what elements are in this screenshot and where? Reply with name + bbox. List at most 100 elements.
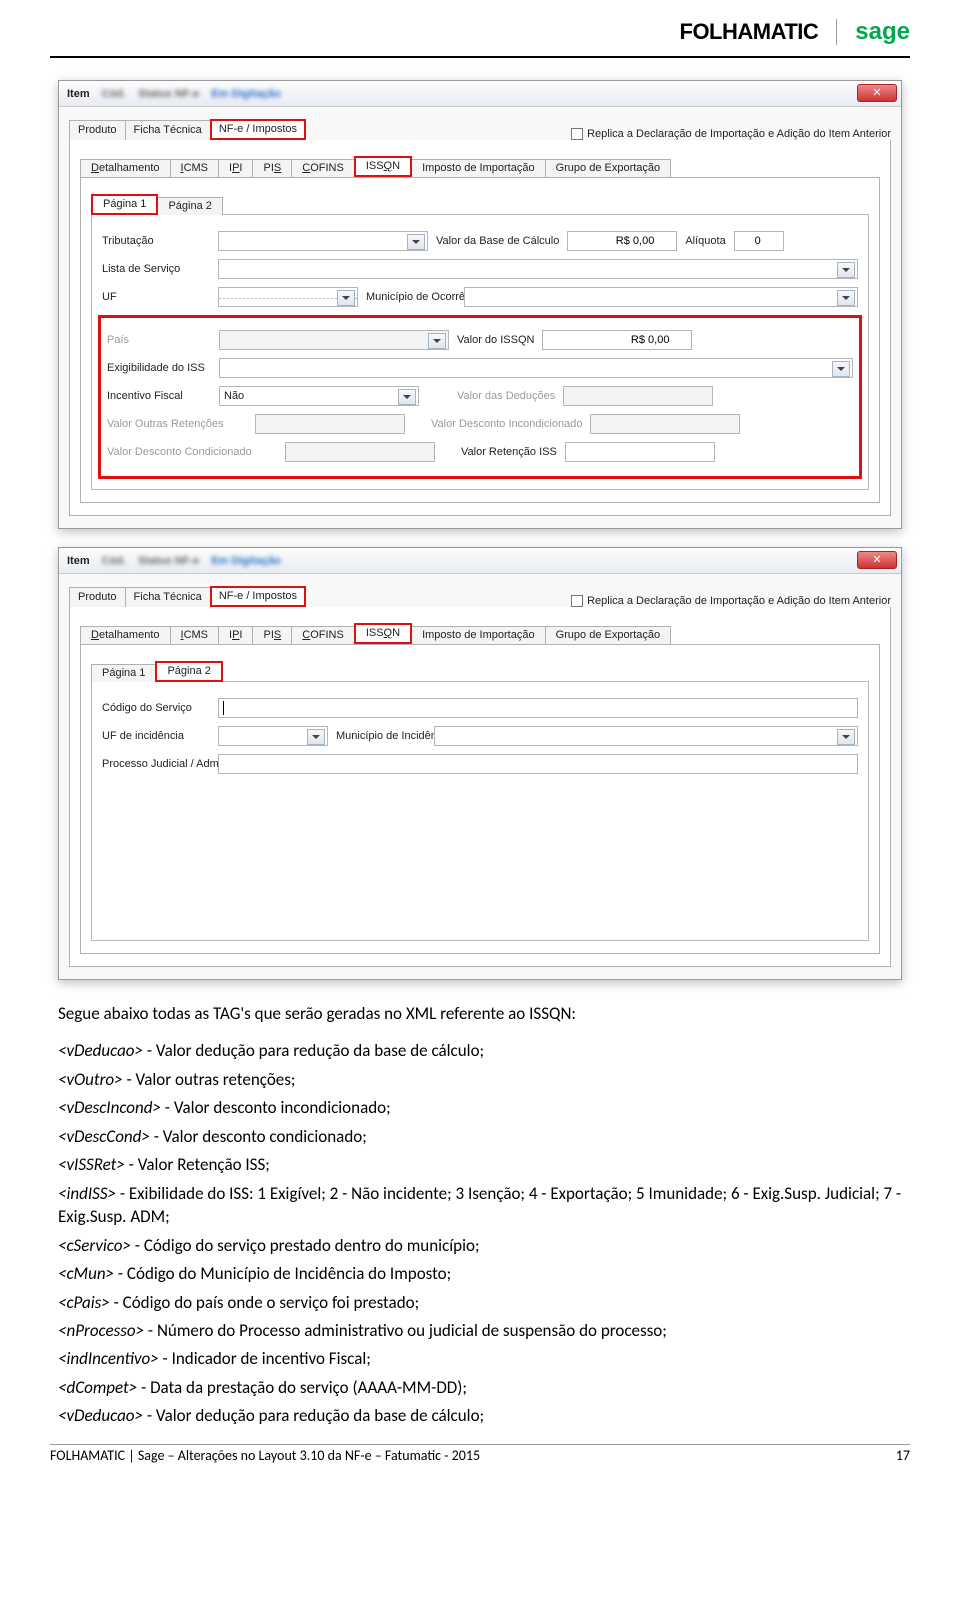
xml-tag-name: <dCompet> <box>58 1377 137 1398</box>
main-tabstrip: Produto Ficha Técnica NF-e / Impostos Re… <box>69 582 891 607</box>
xml-tag-name: <vDeducao> <box>58 1040 143 1061</box>
page-footer: FOLHAMATIC | Sage – Alterações no Layout… <box>50 1447 910 1464</box>
input-valor-outras-retencoes[interactable] <box>255 414 405 434</box>
lbl-aliquota: Alíquota <box>685 235 725 247</box>
tab-ficha-tecnica[interactable]: Ficha Técnica <box>125 587 211 607</box>
xml-tag-desc: - Código do país onde o serviço foi pres… <box>110 1292 419 1313</box>
combo-uf[interactable] <box>218 287 358 307</box>
combo-pais[interactable] <box>219 330 449 350</box>
tab-issqn[interactable]: ISSQN <box>354 156 412 177</box>
input-aliquota[interactable] <box>734 231 784 251</box>
tab-ipi[interactable]: IPI <box>218 626 253 644</box>
replica-checkbox[interactable]: Replica a Declaração de Importação e Adi… <box>571 595 891 607</box>
tab-detalhamento[interactable]: Detalhamento <box>80 626 171 644</box>
lbl-incentivo: Incentivo Fiscal <box>107 390 211 402</box>
title-blur-status: Status NF-e <box>138 555 199 567</box>
tab-nfe-impostos[interactable]: NF-e / Impostos <box>210 586 306 607</box>
lbl-valor-desconto-condicionado: Valor Desconto Condicionado <box>107 446 277 458</box>
input-desc-condicionado[interactable] <box>285 442 435 462</box>
input-valor-retencao[interactable] <box>565 442 715 462</box>
page-tabstrip: Página 1 Página 2 <box>91 190 869 215</box>
title-blur-value: Em Digitação <box>211 555 281 567</box>
tab-issqn[interactable]: ISSQN <box>354 623 412 644</box>
tab-cofins[interactable]: COFINS <box>291 626 355 644</box>
input-codigo-servico[interactable] <box>218 698 858 718</box>
input-valor-base[interactable] <box>567 231 677 251</box>
combo-lista-servico[interactable] <box>218 259 858 279</box>
xml-tag-line: <vDescCond> - Valor desconto condicionad… <box>58 1125 902 1148</box>
document-body: Segue abaixo todas as TAG's que serão ge… <box>58 1002 902 1428</box>
lbl-pais: País <box>107 334 211 346</box>
tab-grupo-exportacao[interactable]: Grupo de Exportação <box>545 159 672 177</box>
xml-tag-desc: - Data da prestação do serviço (AAAA-MM-… <box>137 1377 467 1398</box>
tab-ficha-tecnica[interactable]: Ficha Técnica <box>125 120 211 140</box>
lbl-processo-judicial: Processo Judicial / Administrativo <box>102 758 210 770</box>
tab-produto[interactable]: Produto <box>69 587 126 607</box>
xml-tag-line: <cPais> - Código do país onde o serviço … <box>58 1291 902 1314</box>
tab-produto[interactable]: Produto <box>69 120 126 140</box>
replica-checkbox[interactable]: Replica a Declaração de Importação e Adi… <box>571 128 891 140</box>
lbl-tributacao: Tributação <box>102 235 210 247</box>
tab-imposto-importacao[interactable]: Imposto de Importação <box>411 159 546 177</box>
tab-icms[interactable]: ICMS <box>170 159 220 177</box>
tab-pis[interactable]: PIS <box>252 626 292 644</box>
input-desc-incondicionado[interactable] <box>590 414 740 434</box>
tab-imposto-importacao[interactable]: Imposto de Importação <box>411 626 546 644</box>
tab-pis[interactable]: PIS <box>252 159 292 177</box>
input-valor-issqn[interactable] <box>542 330 692 350</box>
tab-pagina2[interactable]: Página 2 <box>157 197 222 215</box>
combo-exigibilidade[interactable] <box>219 358 853 378</box>
xml-tag-line: <vDescIncond> - Valor desconto incondici… <box>58 1096 902 1119</box>
footer-rule <box>50 1444 910 1445</box>
lbl-valor-outras-retencoes: Valor Outras Retenções <box>107 418 247 430</box>
xml-tag-name: <vDescIncond> <box>58 1097 161 1118</box>
highlight-red-block: País Valor do ISSQN Exigibilidade do ISS… <box>98 315 862 479</box>
tab-pagina1[interactable]: Página 1 <box>91 664 156 682</box>
tab-detalhamento[interactable]: Detalhamento <box>80 159 171 177</box>
tab-grupo-exportacao[interactable]: Grupo de Exportação <box>545 626 672 644</box>
xml-tag-desc: - Código do Município de Incidência do I… <box>114 1263 451 1284</box>
close-icon[interactable]: ✕ <box>857 551 897 569</box>
combo-incentivo[interactable]: Não <box>219 386 419 406</box>
input-valor-deducoes[interactable] <box>563 386 713 406</box>
xml-tag-name: <indISS> <box>58 1183 116 1204</box>
tab-pagina1[interactable]: Página 1 <box>91 194 158 215</box>
text-caret-icon <box>223 701 224 715</box>
tab-pagina2[interactable]: Página 2 <box>155 661 222 682</box>
xml-tag-name: <vISSRet> <box>58 1154 125 1175</box>
lbl-valor-base: Valor da Base de Cálculo <box>436 235 559 247</box>
xml-tag-line: <cServico> - Código do serviço prestado … <box>58 1234 902 1257</box>
title-blur-value: Em Digitação <box>211 88 281 100</box>
page-header: FOLHAMATIC sage <box>0 0 960 56</box>
xml-tag-desc: - Valor Retenção ISS; <box>125 1154 270 1175</box>
logo-sage: sage <box>855 18 910 46</box>
main-tabstrip: Produto Ficha Técnica NF-e / Impostos Re… <box>69 115 891 140</box>
xml-tag-name: <vDescCond> <box>58 1126 150 1147</box>
lead-paragraph: Segue abaixo todas as TAG's que serão ge… <box>58 1002 902 1025</box>
tab-cofins[interactable]: COFINS <box>291 159 355 177</box>
input-processo-judicial[interactable] <box>218 754 858 774</box>
close-icon[interactable]: ✕ <box>857 84 897 102</box>
xml-tag-desc: - Indicador de incentivo Fiscal; <box>159 1348 371 1369</box>
combo-uf-incidencia[interactable] <box>218 726 328 746</box>
xml-tag-desc: - Código do serviço prestado dentro do m… <box>131 1235 480 1256</box>
xml-tag-line: <dCompet> - Data da prestação do serviço… <box>58 1376 902 1399</box>
tab-icms[interactable]: ICMS <box>170 626 220 644</box>
replica-label: Replica a Declaração de Importação e Adi… <box>587 128 891 140</box>
title-blur-status: Status NF-e <box>138 88 199 100</box>
tab-ipi[interactable]: IPI <box>218 159 253 177</box>
xml-tag-name: <vOutro> <box>58 1069 123 1090</box>
xml-tag-desc: - Valor desconto condicionado; <box>150 1126 367 1147</box>
combo-municipio-ocorrencia[interactable] <box>464 287 858 307</box>
tab-nfe-impostos[interactable]: NF-e / Impostos <box>210 119 306 140</box>
item-dialog-page1: Item Cód. Status NF-e Em Digitação ✕ Pro… <box>58 80 902 529</box>
lbl-valor-desconto-incondicionado: Valor Desconto Incondicionado <box>431 418 582 430</box>
xml-tag-desc: - Valor dedução para redução da base de … <box>143 1040 484 1061</box>
title-blur-caption: Cód. <box>102 88 126 100</box>
footer-left: FOLHAMATIC | Sage – Alterações no Layout… <box>50 1447 480 1464</box>
xml-tag-name: <nProcesso> <box>58 1320 144 1341</box>
lbl-valor-issqn: Valor do ISSQN <box>457 334 534 346</box>
combo-tributacao[interactable] <box>218 231 428 251</box>
xml-tag-desc: - Valor desconto incondicionado; <box>161 1097 391 1118</box>
combo-municipio-incidencia[interactable] <box>434 726 858 746</box>
